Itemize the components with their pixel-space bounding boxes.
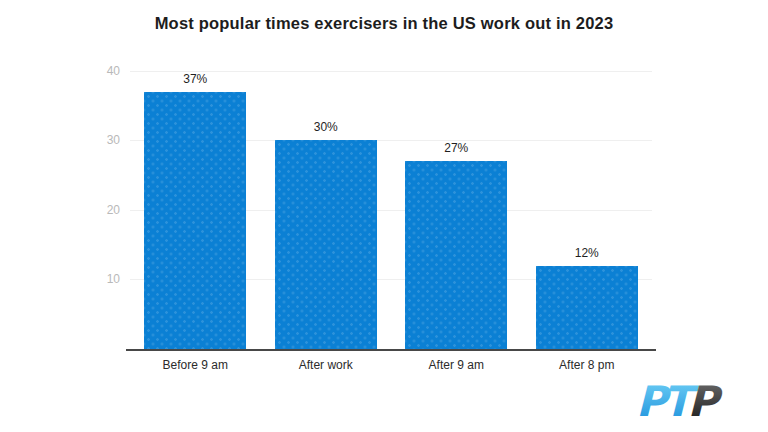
bar-after-8-pm: [536, 266, 638, 349]
chart-canvas: Most popular times exercisers in the US …: [0, 0, 768, 432]
x-axis-label: Before 9 am: [163, 358, 228, 372]
bar-value-label: 12%: [575, 246, 599, 260]
plot-area: [130, 64, 652, 349]
bar-value-label: 37%: [183, 72, 207, 86]
bar-after-work: [275, 140, 377, 349]
gridline-40: [130, 71, 652, 72]
ptp-logo-dark: P: [687, 377, 723, 424]
ptp-logo: PTP: [634, 376, 758, 424]
bar-after-9-am: [405, 161, 507, 349]
bar-value-label: 27%: [444, 141, 468, 155]
chart-title: Most popular times exercisers in the US …: [0, 14, 768, 33]
y-tick-label-40: 40: [90, 64, 120, 78]
ptp-logo-text: PTP: [636, 377, 723, 424]
x-axis-label: After 8 pm: [559, 358, 614, 372]
x-axis-label: After 9 am: [429, 358, 484, 372]
y-tick-label-30: 30: [90, 133, 120, 147]
x-axis-line: [126, 349, 656, 351]
bar-value-label: 30%: [314, 120, 338, 134]
x-axis-label: After work: [299, 358, 353, 372]
bar-before-9-am: [144, 92, 246, 349]
y-tick-label-20: 20: [90, 203, 120, 217]
y-tick-label-10: 10: [90, 272, 120, 286]
